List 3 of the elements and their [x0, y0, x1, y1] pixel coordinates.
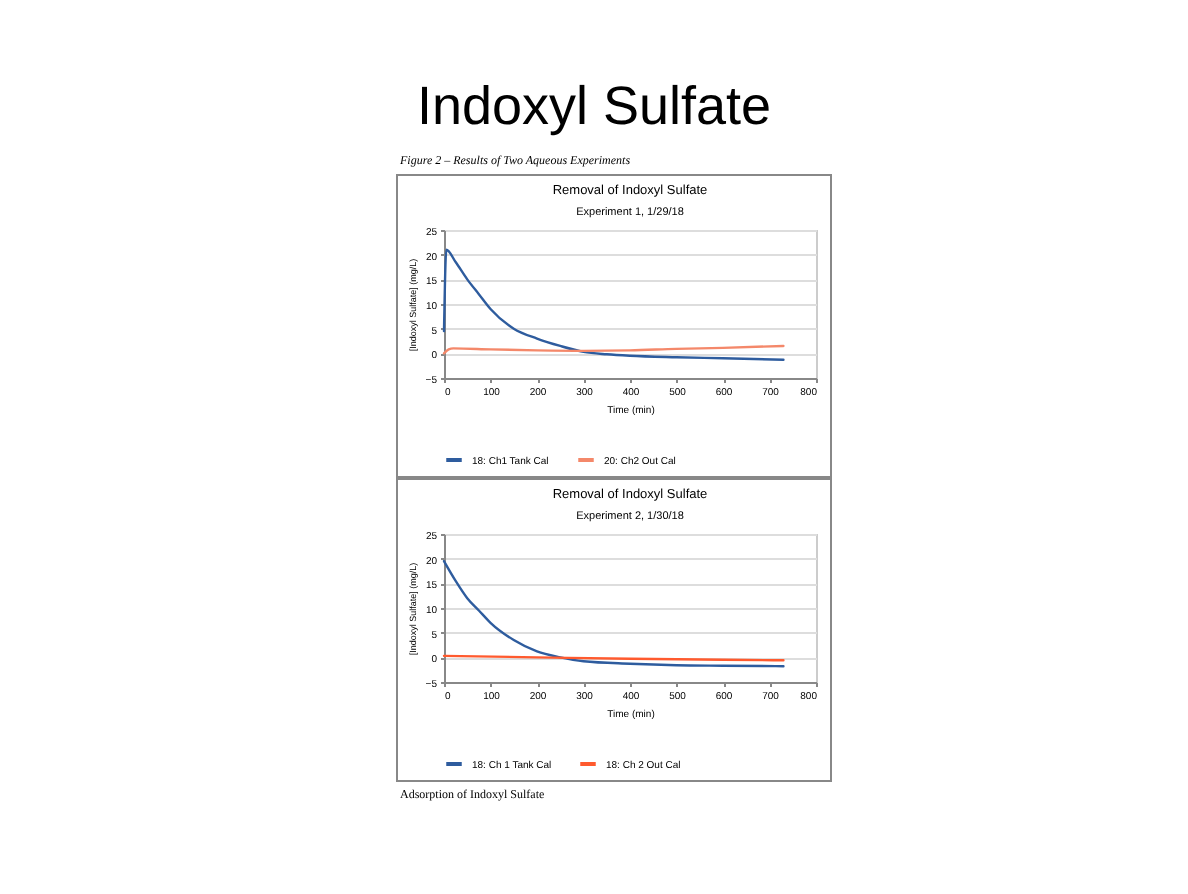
line-series [442, 248, 785, 361]
line-series [442, 559, 785, 668]
text: Indoxyl Sulfate [414, 76, 774, 140]
